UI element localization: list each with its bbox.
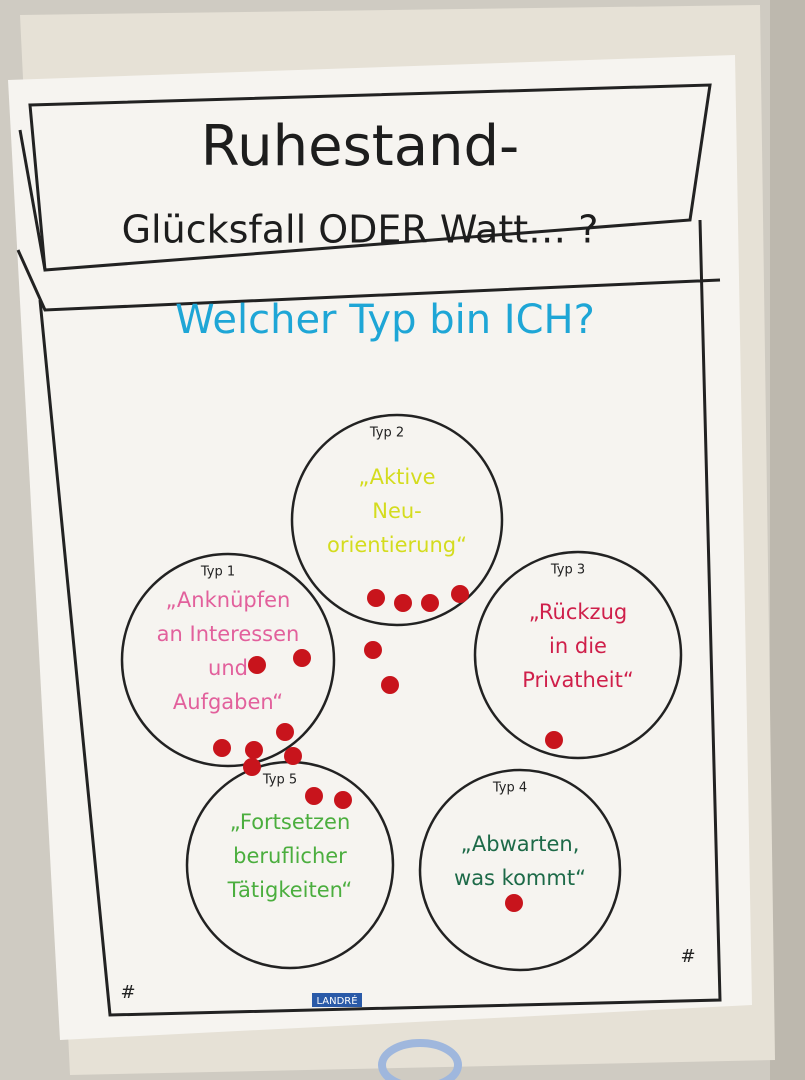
vote-dot (381, 676, 399, 694)
title: Ruhestand- (201, 114, 520, 179)
vote-dot (245, 741, 263, 759)
vote-dot (248, 656, 266, 674)
type-text: und (208, 656, 248, 680)
type-text: „Anknüpfen (166, 588, 291, 612)
type-text: Tätigkeiten“ (227, 878, 353, 902)
vote-dot (213, 739, 231, 757)
type-label: Typ 1 (200, 565, 235, 580)
vote-dot (243, 758, 261, 776)
type-label: Typ 2 (369, 426, 404, 441)
type-text: Privatheit“ (522, 668, 633, 692)
type-text: „Abwarten, (461, 832, 580, 856)
type-text: Neu- (372, 499, 422, 523)
vote-dot (364, 641, 382, 659)
question: Welcher Typ bin ICH? (175, 297, 595, 343)
vote-dot (305, 787, 323, 805)
wall-edge (770, 0, 805, 1080)
vote-dot (284, 747, 302, 765)
type-text: an Interessen (157, 622, 300, 646)
type-label: Typ 5 (262, 773, 297, 788)
vote-dot (505, 894, 523, 912)
type-text: „Rückzug (529, 600, 627, 624)
vote-dot (367, 589, 385, 607)
subtitle: Glücksfall ODER Watt… ? (122, 208, 599, 252)
vote-dot (451, 585, 469, 603)
type-text: was kommt“ (454, 866, 586, 890)
vote-dot (394, 594, 412, 612)
type-label: Typ 3 (550, 563, 585, 578)
footer-logo: LANDRÉ (316, 994, 357, 1007)
corner-mark: # (680, 946, 695, 967)
vote-dot (293, 649, 311, 667)
type-label: Typ 4 (492, 781, 527, 796)
vote-dot (421, 594, 439, 612)
vote-dot (545, 731, 563, 749)
corner-mark: # (120, 982, 135, 1003)
vote-dot (276, 723, 294, 741)
page: Ruhestand- Glücksfall ODER Watt… ? Welch… (0, 0, 805, 1080)
type-text: Aufgaben“ (173, 690, 283, 714)
vote-dot (334, 791, 352, 809)
type-text: orientierung“ (327, 533, 467, 557)
type-text: beruflicher (233, 844, 347, 868)
type-text: „Fortsetzen (230, 810, 351, 834)
photo: Ruhestand- Glücksfall ODER Watt… ? Welch… (0, 0, 805, 1080)
type-text: in die (549, 634, 607, 658)
type-text: „Aktive (358, 465, 435, 489)
